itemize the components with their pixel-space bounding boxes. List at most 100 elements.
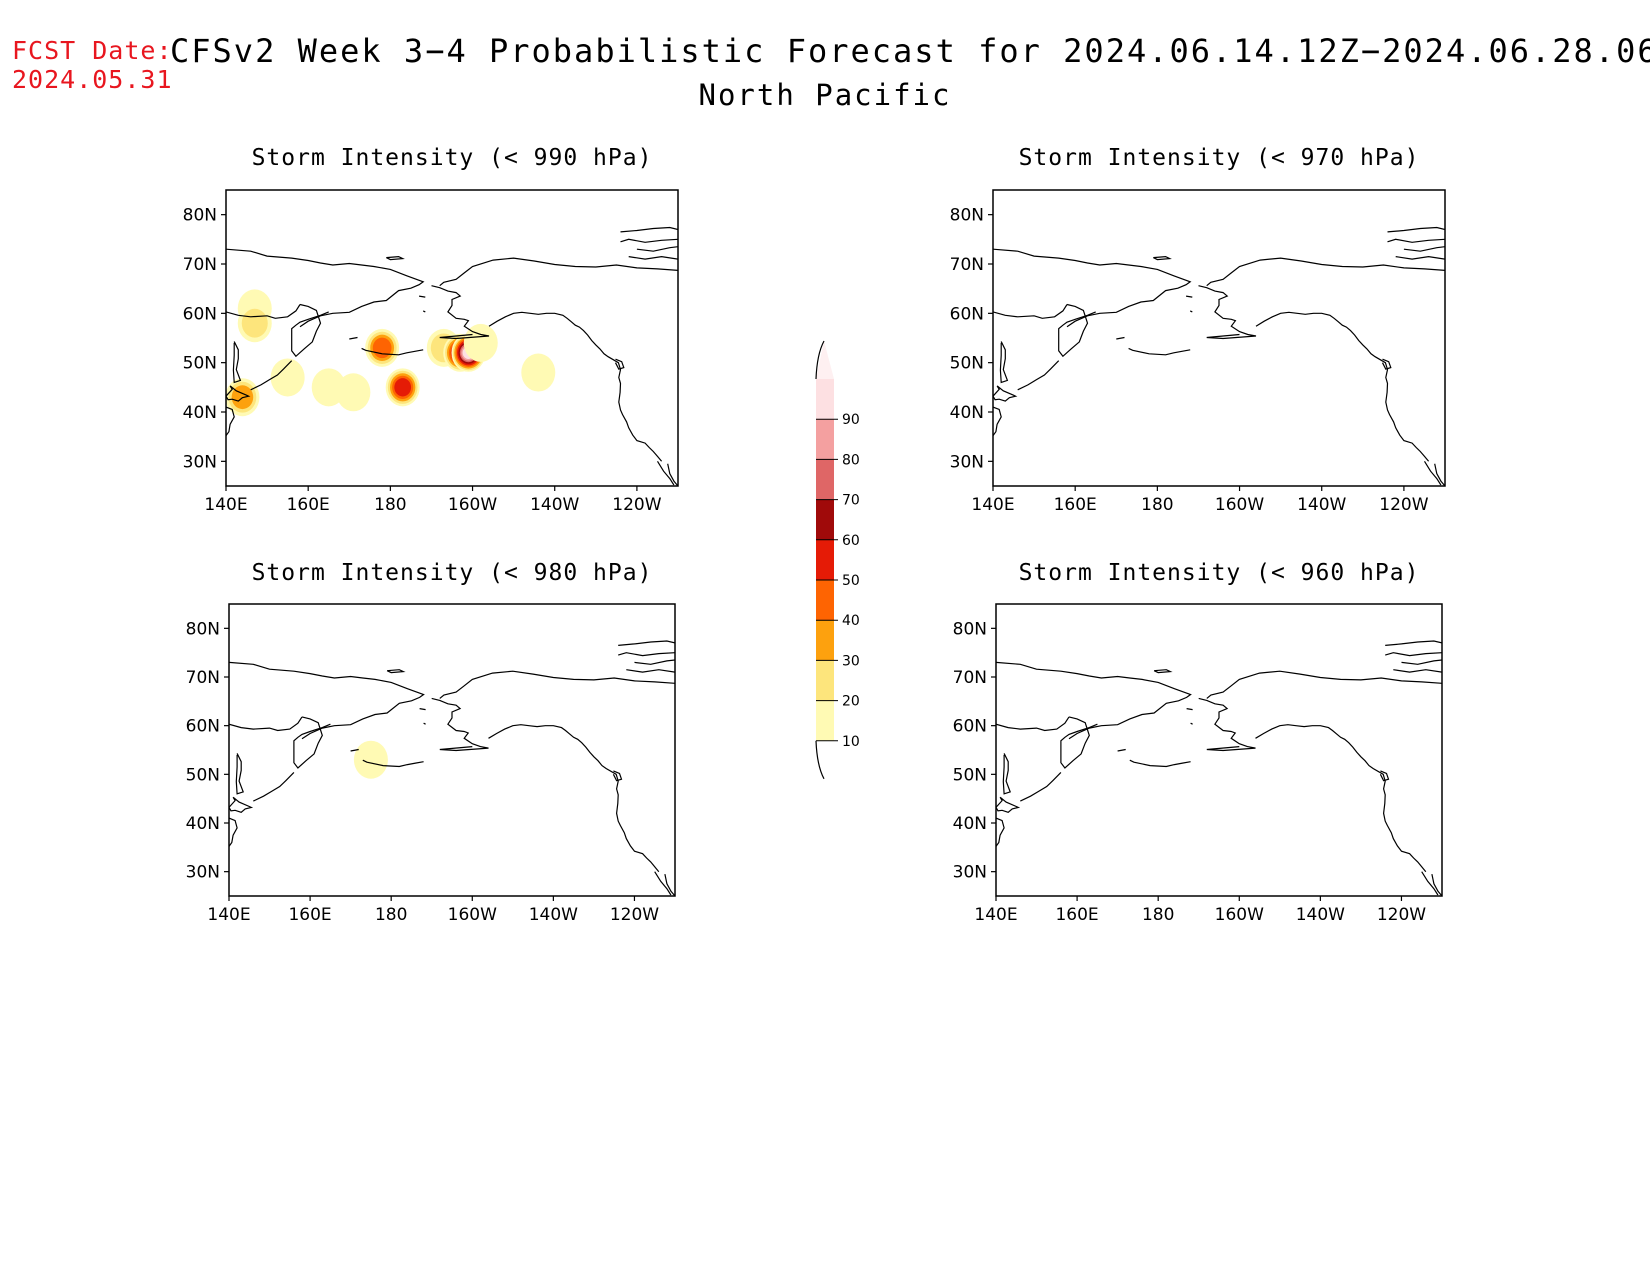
coastline <box>349 336 358 340</box>
colorbar-label: 70 <box>842 493 860 509</box>
lat-tick-label: 60N <box>953 717 987 737</box>
coastline <box>362 759 424 768</box>
coastline <box>612 770 623 782</box>
lat-tick-label: 70N <box>186 668 220 688</box>
coastline <box>1421 871 1439 896</box>
coastline <box>386 669 406 674</box>
coastline <box>618 640 675 646</box>
coastline <box>226 248 425 328</box>
coastline <box>423 722 426 725</box>
lon-tick-label: 160W <box>1215 495 1264 515</box>
lon-tick-label: 140W <box>529 905 578 925</box>
lon-tick-label: 160W <box>448 905 497 925</box>
coastline <box>1434 463 1445 486</box>
coastline <box>1186 295 1193 298</box>
lat-tick-label: 40N <box>183 403 217 423</box>
map-frame <box>225 189 679 487</box>
coastline <box>1206 670 1442 699</box>
coastline <box>1206 257 1445 287</box>
coastline <box>996 796 1021 813</box>
coastline <box>419 708 426 711</box>
coastline <box>993 406 1002 437</box>
panel-title: Storm Intensity (< 960 hPa) <box>1019 560 1420 586</box>
coastline <box>1431 873 1442 896</box>
colorbar-swatch <box>816 419 834 460</box>
lat-tick-label: 80N <box>183 206 217 226</box>
lon-tick-label: 120W <box>1379 495 1428 515</box>
coastline <box>1128 347 1191 356</box>
colorbar-top-cap <box>816 341 834 379</box>
lon-tick-label: 160E <box>1054 495 1097 515</box>
coastline <box>1017 360 1060 391</box>
lon-tick-label: 140E <box>974 905 1017 925</box>
colorbar-swatch <box>816 620 834 661</box>
coastline <box>253 771 295 802</box>
coastline <box>1381 358 1392 370</box>
lat-tick-label: 50N <box>186 765 220 785</box>
coastline <box>1198 285 1257 340</box>
lon-tick-label: 120W <box>612 495 661 515</box>
lat-tick-label: 70N <box>950 255 984 275</box>
coastline <box>419 295 426 298</box>
coastline <box>386 255 405 261</box>
lon-tick-label: 140W <box>530 495 579 515</box>
coastline <box>422 310 426 313</box>
lon-tick-label: 180 <box>375 905 407 925</box>
coastline <box>431 697 489 752</box>
colorbar-swatch <box>816 379 834 420</box>
lat-tick-label: 30N <box>953 863 987 883</box>
probability-contour <box>372 337 392 359</box>
probability-contour <box>241 308 268 338</box>
colorbar-swatch <box>816 499 834 540</box>
map-panel-990: Storm Intensity (< 990 hPa) 80N 70N 60N 50N 4… <box>183 145 679 515</box>
probability-contour <box>394 378 412 397</box>
lat-tick-label: 40N <box>186 814 220 834</box>
coastline <box>1058 303 1096 358</box>
forecast-date-value: 2024.05.31 <box>12 65 173 94</box>
lon-tick-label: 180 <box>1141 495 1173 515</box>
colorbar-swatch <box>816 580 834 621</box>
colorbar-swatch <box>816 660 834 701</box>
colorbar-bottom-cap <box>815 740 825 780</box>
coastline <box>618 652 675 657</box>
lon-tick-label: 140E <box>207 905 250 925</box>
coastline <box>1423 460 1442 486</box>
lat-tick-label: 70N <box>953 668 987 688</box>
lat-tick-label: 40N <box>950 403 984 423</box>
coastline <box>1401 659 1442 665</box>
forecast-date-label: FCST Date: <box>12 36 173 65</box>
colorbar-label: 50 <box>842 573 860 589</box>
map-frame <box>992 189 1446 487</box>
coastline <box>620 238 678 243</box>
lon-tick-label: 160W <box>448 495 497 515</box>
panel-title: Storm Intensity (< 980 hPa) <box>252 560 653 586</box>
lon-tick-label: 180 <box>1142 905 1174 925</box>
lon-tick-label: 160E <box>287 495 330 515</box>
panel-title: Storm Intensity (< 990 hPa) <box>252 145 653 171</box>
coastline <box>1403 246 1445 252</box>
lat-tick-label: 30N <box>186 863 220 883</box>
coastline <box>1395 255 1445 260</box>
colorbar-swatch <box>816 459 834 500</box>
coastline <box>636 246 678 252</box>
coastline <box>229 661 425 740</box>
coastline <box>488 311 663 462</box>
probability-contour <box>336 373 371 412</box>
lon-tick-label: 140E <box>971 495 1014 515</box>
coastline <box>996 716 1070 732</box>
coastline <box>1116 336 1125 340</box>
figure-title: CFSv2 Week 3−4 Probabilistic Forecast fo… <box>170 32 1650 70</box>
coastline <box>431 285 490 340</box>
lon-tick-label: 140W <box>1296 905 1345 925</box>
coastline <box>1255 311 1430 462</box>
coastline <box>250 360 293 391</box>
coastline <box>1002 753 1011 795</box>
map-panel-970: Storm Intensity (< 970 hPa) 80N 70N 60N 50N 4… <box>950 145 1446 515</box>
map-panel-980: Storm Intensity (< 980 hPa) 80N 70N 60N 50N 4… <box>186 560 676 925</box>
coastline <box>993 385 1018 402</box>
lat-tick-label: 70N <box>183 255 217 275</box>
coastline <box>1186 708 1193 711</box>
map-frame <box>995 603 1443 897</box>
coastline <box>488 724 660 873</box>
